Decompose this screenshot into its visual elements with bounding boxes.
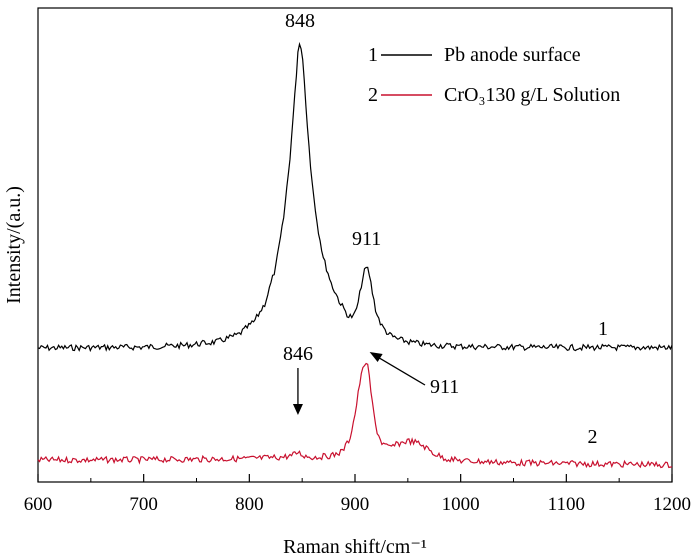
annotation-848: 848 [285, 10, 315, 32]
x-tick-label: 900 [341, 494, 370, 515]
legend-index-2: 2 [368, 84, 378, 106]
legend: 1 Pb anode surface 2 CrO₃130 g/L Solutio… [368, 44, 620, 106]
annotation-911-series1: 911 [352, 228, 381, 250]
series-line-1 [37, 41, 673, 353]
legend-index-1: 1 [368, 44, 378, 66]
arrow-911-shaft [377, 356, 426, 386]
x-tick-label: 700 [129, 494, 158, 515]
x-tick-label: 1000 [442, 494, 480, 515]
arrow-911-head [369, 352, 383, 362]
series-tag-1: 1 [598, 318, 608, 340]
x-tick-label: 1200 [653, 494, 691, 515]
annotation-911-series2: 911 [430, 376, 459, 398]
x-tick-label: 800 [235, 494, 264, 515]
x-axis-ticks [37, 474, 673, 482]
series-line-2 [37, 362, 673, 469]
series-tag-2: 2 [587, 426, 597, 448]
legend-label-2: CrO₃130 g/L Solution [444, 84, 620, 106]
arrow-846-head [292, 404, 303, 415]
series-lines [37, 41, 673, 469]
series-end-tags: 12 [587, 318, 608, 448]
x-axis-tick-labels: 600 700 800 900 1000 1100 1200 [24, 494, 691, 515]
legend-label-1: Pb anode surface [444, 44, 581, 66]
y-axis-label: Intensity/(a.u.) [3, 186, 25, 304]
annotation-846: 846 [283, 343, 313, 365]
x-axis-label: Raman shift/cm⁻¹ [283, 536, 427, 558]
x-tick-label: 1100 [548, 494, 585, 515]
x-tick-label: 600 [24, 494, 53, 515]
peak-annotations: 848 911 846 911 [283, 10, 459, 415]
